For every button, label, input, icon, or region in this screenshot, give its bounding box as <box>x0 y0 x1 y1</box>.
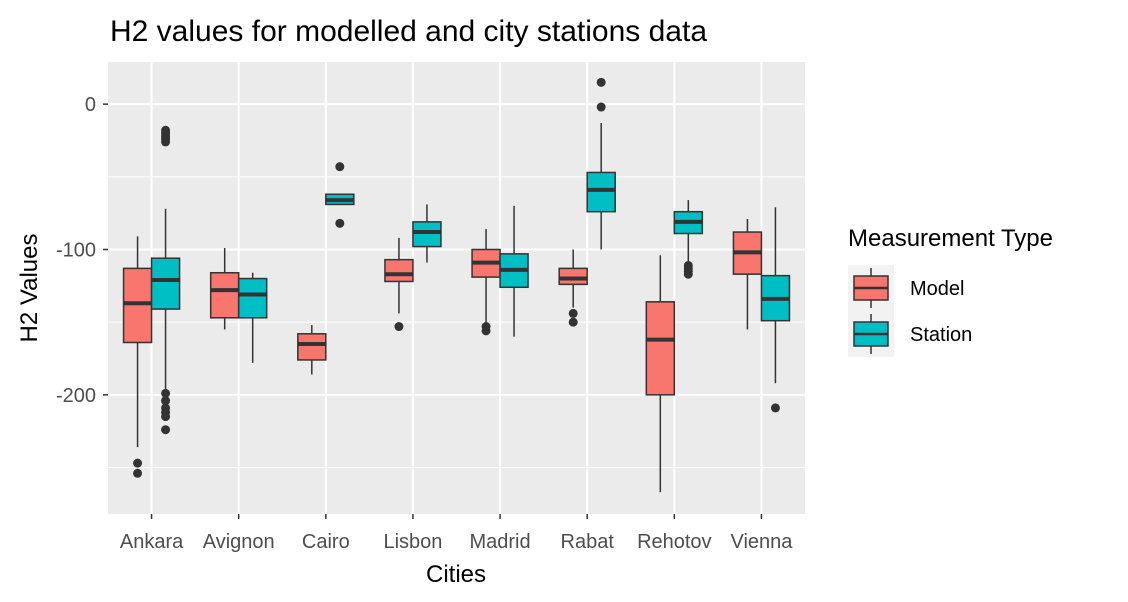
box-iqr <box>412 221 442 248</box>
box-model-rabat <box>558 249 588 327</box>
outlier-point <box>568 308 578 318</box>
x-tick-label: Cairo <box>302 531 350 553</box>
box-station-avignon <box>237 272 268 363</box>
box-model-ankara <box>122 236 153 478</box>
outlier-point <box>335 162 345 172</box>
box-station-lisbon <box>412 204 442 263</box>
legend-label: Station <box>910 324 972 346</box>
outlier-point <box>770 403 780 413</box>
outlier-point <box>394 322 404 332</box>
box-model-avignon <box>209 248 240 330</box>
box-layer <box>122 77 791 493</box>
box-iqr <box>645 301 676 396</box>
chart-title: H2 values for modelled and city stations… <box>110 15 707 48</box>
outlier-point <box>161 425 171 435</box>
y-tick-label: 0 <box>85 94 96 116</box>
x-tick-label: Ankara <box>120 531 184 553</box>
outlier-point <box>161 412 171 422</box>
outlier-point <box>161 396 171 406</box>
box-iqr <box>237 277 268 319</box>
legend-label: Model <box>910 278 964 300</box>
x-tick-label: Avignon <box>203 531 275 553</box>
box-station-ankara <box>150 125 181 435</box>
x-tick-label: Madrid <box>469 531 530 553</box>
box-station-rabat <box>586 77 616 250</box>
box-model-cairo <box>297 325 327 375</box>
box-iqr <box>384 258 414 283</box>
y-axis-title: H2 Values <box>16 234 43 343</box>
box-iqr <box>558 267 588 286</box>
x-axis: Ankara Avignon Cairo Lisbon Madrid Rabat Rehot… <box>120 514 793 553</box>
outlier-point <box>133 458 143 468</box>
legend-title: Measurement Type <box>848 225 1053 252</box>
box-station-cairo <box>325 162 355 228</box>
x-tick-label: Rabat <box>561 531 615 553</box>
outlier-point <box>596 77 606 87</box>
outlier-point <box>133 468 143 478</box>
box-station-rehotov <box>673 200 704 279</box>
y-tick-label: -200 <box>56 385 96 407</box>
box-iqr <box>297 333 327 361</box>
box-iqr <box>209 271 240 319</box>
x-axis-title: Cities <box>426 561 486 588</box>
box-model-rehotov <box>645 255 676 493</box>
box-station-madrid <box>499 205 529 337</box>
box-iqr <box>122 267 153 344</box>
outlier-point <box>161 388 171 398</box>
box-model-lisbon <box>384 237 414 332</box>
box-station-vienna <box>760 207 791 413</box>
box-model-madrid <box>471 229 501 336</box>
outlier-point <box>161 137 171 147</box>
legend-item-station: Station <box>848 311 972 357</box>
legend: Measurement Type Model Station <box>848 225 1053 357</box>
outlier-point <box>335 218 345 228</box>
box-iqr <box>586 171 616 213</box>
box-iqr <box>150 257 181 310</box>
outlier-point <box>596 102 606 112</box>
x-tick-label: Lisbon <box>383 531 442 553</box>
y-axis: 0 -100 -200 <box>56 94 108 407</box>
legend-item-model: Model <box>848 265 964 311</box>
x-tick-label: Rehotov <box>637 531 712 553</box>
y-tick-label: -100 <box>56 239 96 261</box>
outlier-point <box>568 317 578 327</box>
outlier-point <box>683 269 693 279</box>
box-model-vienna <box>732 218 763 330</box>
outlier-point <box>481 326 491 336</box>
x-tick-label: Vienna <box>730 531 793 553</box>
